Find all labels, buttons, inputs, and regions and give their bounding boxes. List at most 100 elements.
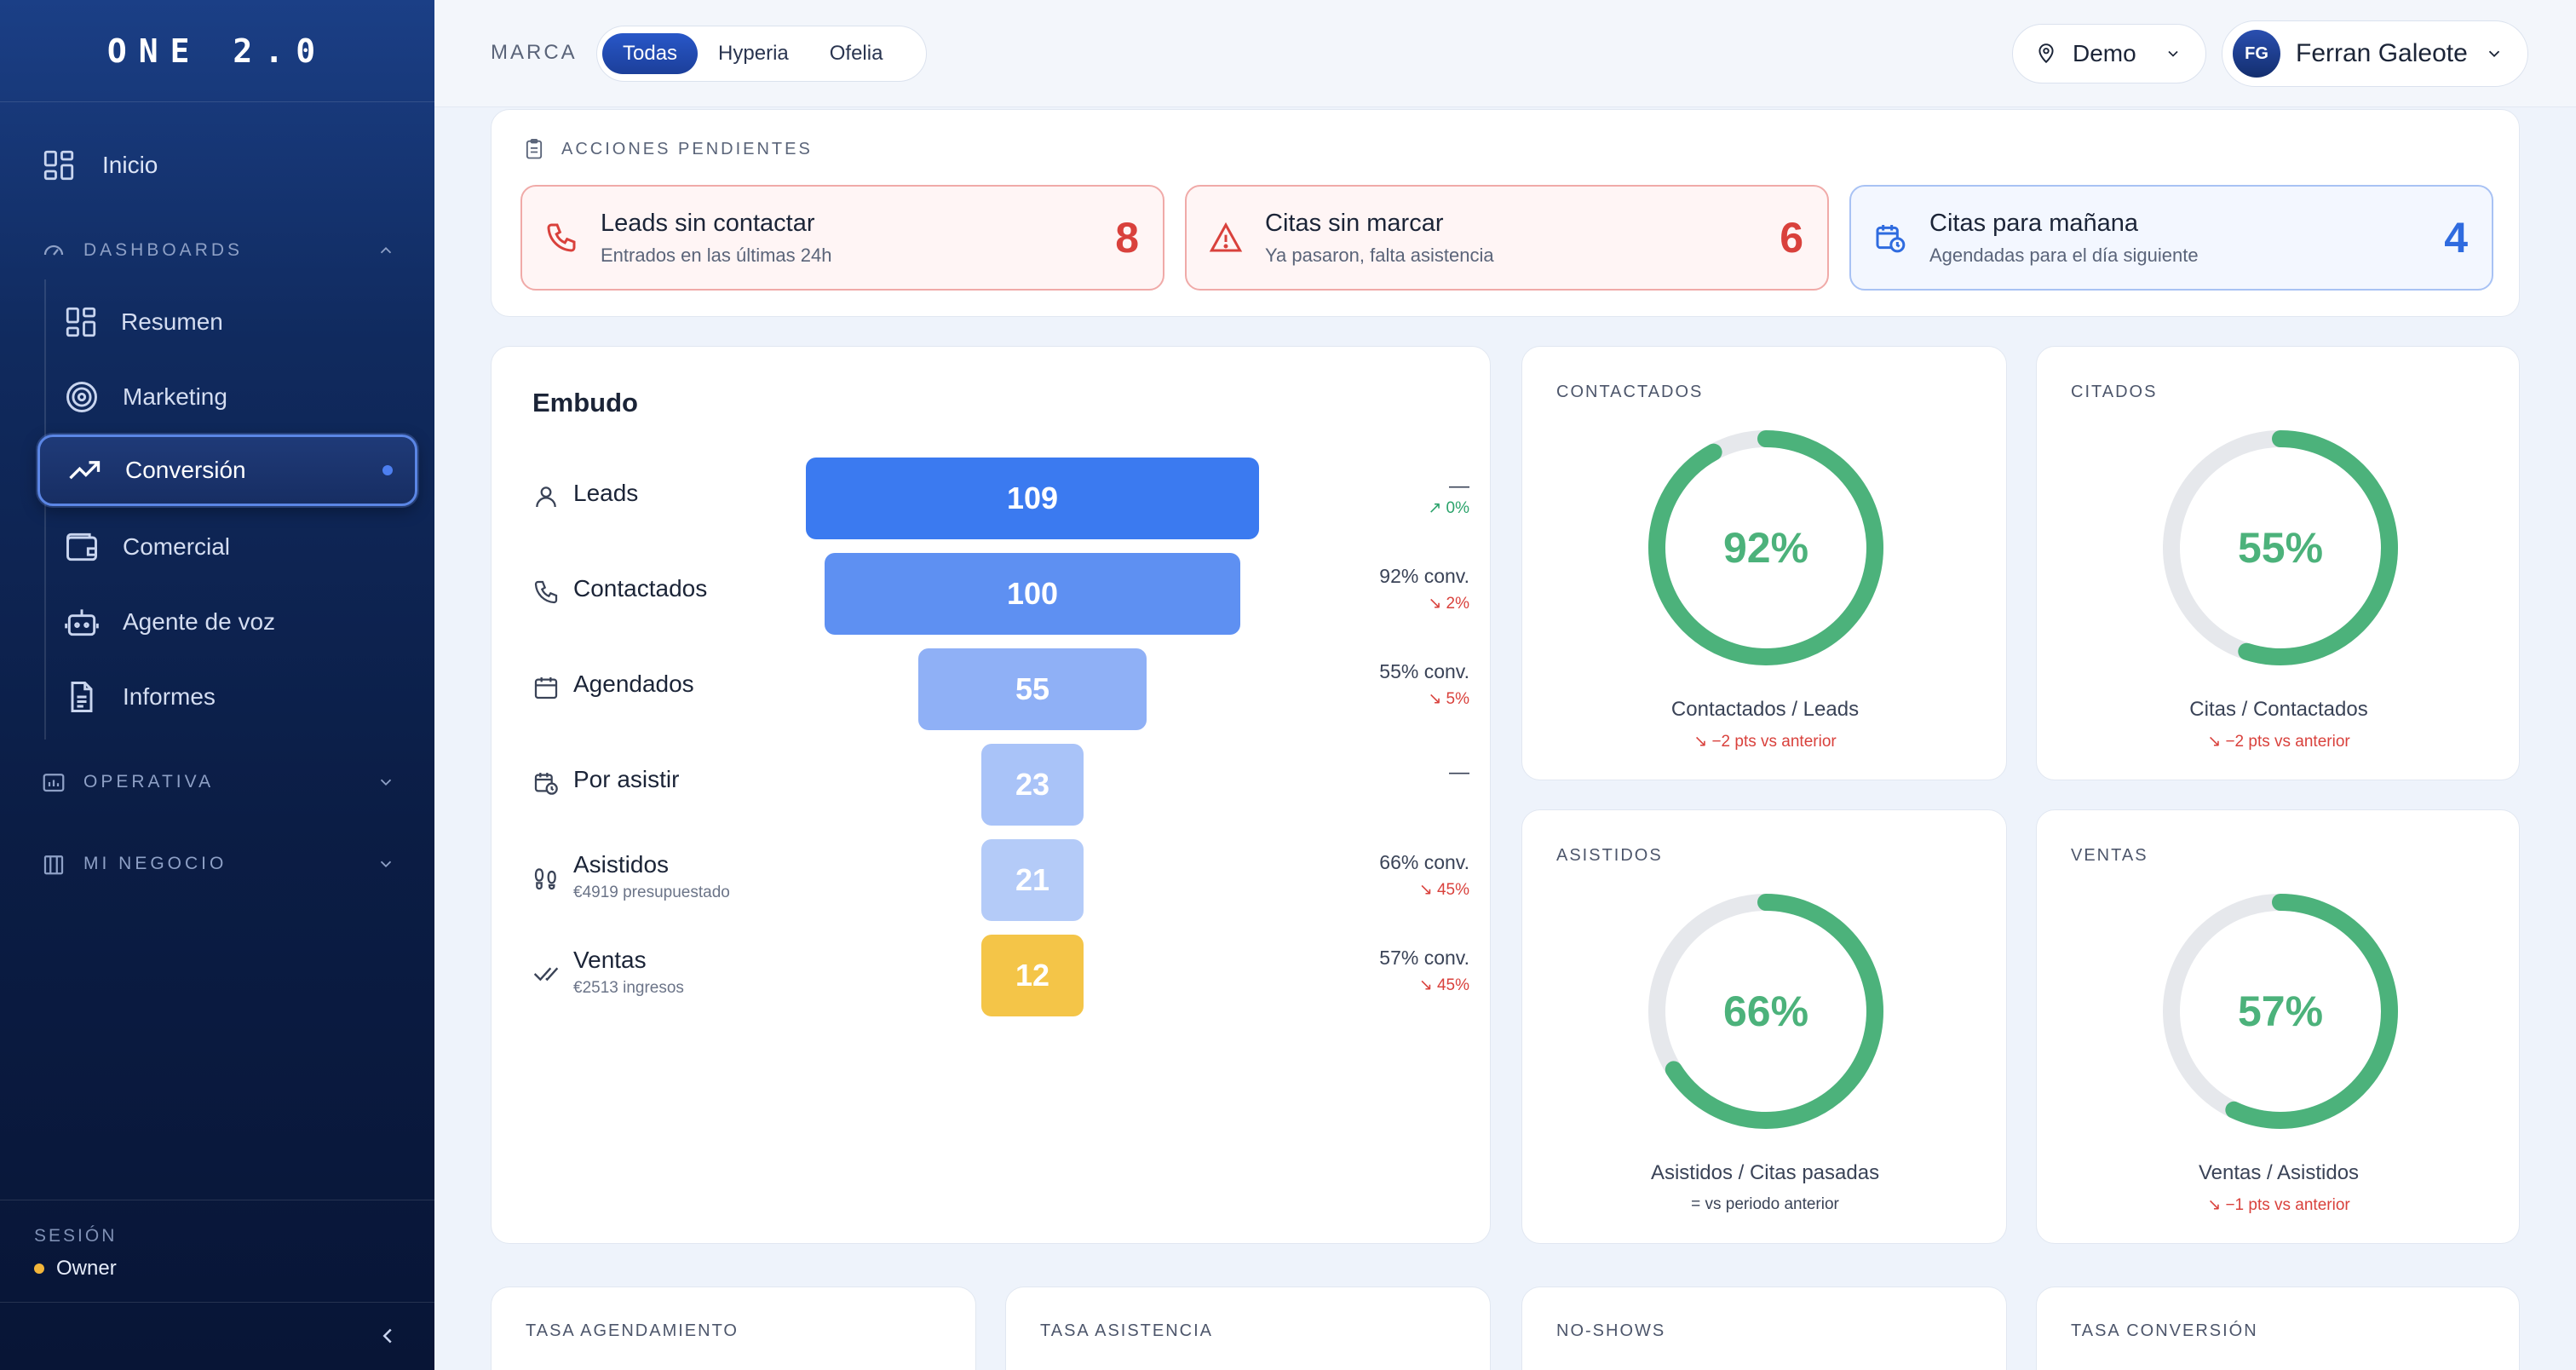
arrow-down-right-icon: ↘ (1428, 595, 1446, 613)
sidebar-item-resumen[interactable]: Resumen (37, 286, 417, 358)
trending-up-icon (69, 461, 101, 480)
clipboard-icon (526, 138, 543, 159)
funnel-delta-value: 2% (1446, 595, 1469, 613)
session-role-text: Owner (56, 1257, 117, 1280)
gauge-card-asistidos: ASISTIDOS 66% Asistidos / Citas pasadas … (1521, 809, 2007, 1244)
gauge-value: 92% (1722, 524, 1809, 572)
section-mi-negocio[interactable]: MI NEGOCIO (41, 847, 395, 881)
gauge-card-contactados: CONTACTADOS 92% Contactados / Leads ↘ −2… (1521, 346, 2007, 780)
funnel-bar[interactable]: 12 (981, 935, 1084, 1016)
section-label: OPERATIVA (83, 772, 215, 791)
sidebar-item-agente-de-voz[interactable]: Agente de voz (37, 586, 417, 658)
submenu-guide-line (44, 279, 46, 740)
arrow-up-right-icon: ↗ (1428, 499, 1446, 517)
kpi-title: NO-SHOWS (1556, 1321, 1666, 1340)
funnel-delta-value: 5% (1446, 690, 1469, 708)
topbar: MARCA Todas Hyperia Ofelia Demo (434, 0, 2576, 107)
gauge-delta: ↘ −2 pts vs anterior (1522, 732, 2008, 751)
grid-icon (66, 307, 96, 337)
pending-citas-para-manana[interactable]: Citas para mañana Agendadas para el día … (1849, 185, 2493, 291)
sidebar-item-marketing[interactable]: Marketing (37, 361, 417, 433)
sidebar-item-informes[interactable]: Informes (37, 661, 417, 733)
sidebar-item-label: Resumen (121, 308, 223, 335)
gauge-value: 57% (2237, 987, 2324, 1035)
location-label: Demo (2073, 40, 2136, 66)
kpi-card-no-shows: NO-SHOWS (1521, 1287, 2007, 1370)
section-operativa[interactable]: OPERATIVA (41, 765, 395, 799)
gauge-value: 55% (2237, 524, 2324, 572)
brand-tab-hyperia[interactable]: Hyperia (718, 42, 789, 65)
funnel-bar[interactable]: 21 (981, 839, 1084, 921)
kpi-card-tasa-agendamiento: TASA AGENDAMIENTO (491, 1287, 976, 1370)
funnel-row-contactados: Contactados 100 92% conv. ↘ 2% (532, 553, 1469, 635)
location-selector[interactable]: Demo (2012, 24, 2206, 83)
funnel-stage-sublabel: €2513 ingresos (573, 979, 684, 997)
gauge-caption: Asistidos / Citas pasadas (1650, 1161, 1880, 1184)
session-label: SESIÓN (34, 1226, 118, 1246)
pending-actions-header: ACCIONES PENDIENTES (522, 137, 813, 161)
funnel-stage-label: Ventas (573, 947, 647, 973)
collapse-sidebar-button[interactable] (0, 1302, 434, 1370)
funnel-row-por-asistir: Por asistir 23 — (532, 744, 1469, 826)
target-icon (66, 382, 97, 412)
pending-citas-sin-marcar[interactable]: Citas sin marcar Ya pasaron, falta asist… (1185, 185, 1829, 291)
app-logo[interactable]: ONE 2.0 (0, 0, 434, 102)
kpi-title: TASA AGENDAMIENTO (526, 1321, 739, 1340)
brand-tab-todas[interactable]: Todas (602, 33, 699, 74)
sidebar-item-comercial[interactable]: Comercial (37, 511, 417, 583)
grid-icon (43, 150, 74, 181)
section-label: MI NEGOCIO (83, 854, 227, 873)
calendar-clock-icon (1876, 225, 1906, 253)
arrow-down-right-icon: ↘ (2207, 1196, 2226, 1214)
gauge-title: VENTAS (2071, 846, 2148, 865)
pending-subtitle: Agendadas para el día siguiente (1929, 244, 2199, 266)
pending-count: 6 (1780, 214, 1803, 262)
arrow-down-right-icon: ↘ (1418, 976, 1437, 994)
kpi-title: TASA CONVERSIÓN (2071, 1321, 2258, 1340)
funnel-stage-label: Contactados (573, 575, 708, 602)
chart-folder-icon (43, 774, 65, 792)
pending-subtitle: Ya pasaron, falta asistencia (1265, 244, 1494, 266)
funnel-stage-label: Agendados (573, 671, 694, 697)
gauge-arc (1648, 430, 1883, 665)
sidebar-item-label: Informes (123, 683, 216, 710)
funnel-delta: ↘ 45% (1419, 976, 1469, 995)
building-icon (43, 855, 64, 875)
user-menu[interactable]: FG Ferran Galeote (2222, 20, 2528, 87)
funnel-bar[interactable]: 100 (824, 553, 1241, 635)
session-panel: SESIÓN Owner (0, 1200, 434, 1302)
sidebar-item-label: Comercial (123, 533, 231, 560)
funnel-bar[interactable]: 55 (917, 648, 1147, 730)
calendar-clock-icon (534, 773, 558, 795)
sidebar-item-conversion[interactable]: Conversión (37, 435, 417, 506)
gauge-card-ventas: VENTAS 57% Ventas / Asistidos ↘ −1 pts v… (2036, 809, 2520, 1244)
funnel-bar[interactable]: 23 (981, 744, 1084, 826)
arrow-down-right-icon: ↘ (2207, 733, 2226, 751)
calendar-icon (534, 677, 558, 699)
pending-title: Citas para mañana (1929, 209, 2139, 237)
gauge-card-citados: CITADOS 55% Citas / Contactados ↘ −2 pts… (2036, 346, 2520, 780)
gauge-delta: ↘ −2 pts vs anterior (2037, 732, 2521, 751)
session-role: Owner (34, 1257, 434, 1281)
section-dashboards[interactable]: DASHBOARDS (41, 233, 395, 268)
brand-tab-ofelia[interactable]: Ofelia (829, 42, 883, 65)
pending-leads-sin-contactar[interactable]: Leads sin contactar Entrados en las últi… (520, 185, 1164, 291)
gauge-delta-text: −1 pts vs anterior (2225, 1196, 2350, 1214)
funnel-delta: ↘ 45% (1419, 880, 1469, 900)
gauge-caption: Citas / Contactados (2189, 698, 2368, 721)
donut-gauge: 57% (2156, 887, 2405, 1136)
pending-count: 8 (1115, 214, 1139, 262)
pending-title: Citas sin marcar (1265, 209, 1444, 237)
gauge-arc (2163, 894, 2398, 1129)
funnel-delta: ↘ 2% (1428, 594, 1469, 613)
phone-icon (534, 580, 558, 604)
funnel-bar[interactable]: 109 (806, 458, 1259, 539)
sidebar-item-inicio[interactable]: Inicio (41, 143, 158, 187)
sidebar-item-label: Conversión (125, 457, 246, 483)
brand-filter-label: MARCA (491, 41, 578, 64)
funnel-stage-label: Leads (573, 480, 639, 506)
gauge-value: 66% (1722, 987, 1809, 1035)
double-check-icon (533, 967, 559, 981)
funnel-conversion: — (1449, 761, 1469, 784)
funnel-row-agendados: Agendados 55 55% conv. ↘ 5% (532, 648, 1469, 730)
